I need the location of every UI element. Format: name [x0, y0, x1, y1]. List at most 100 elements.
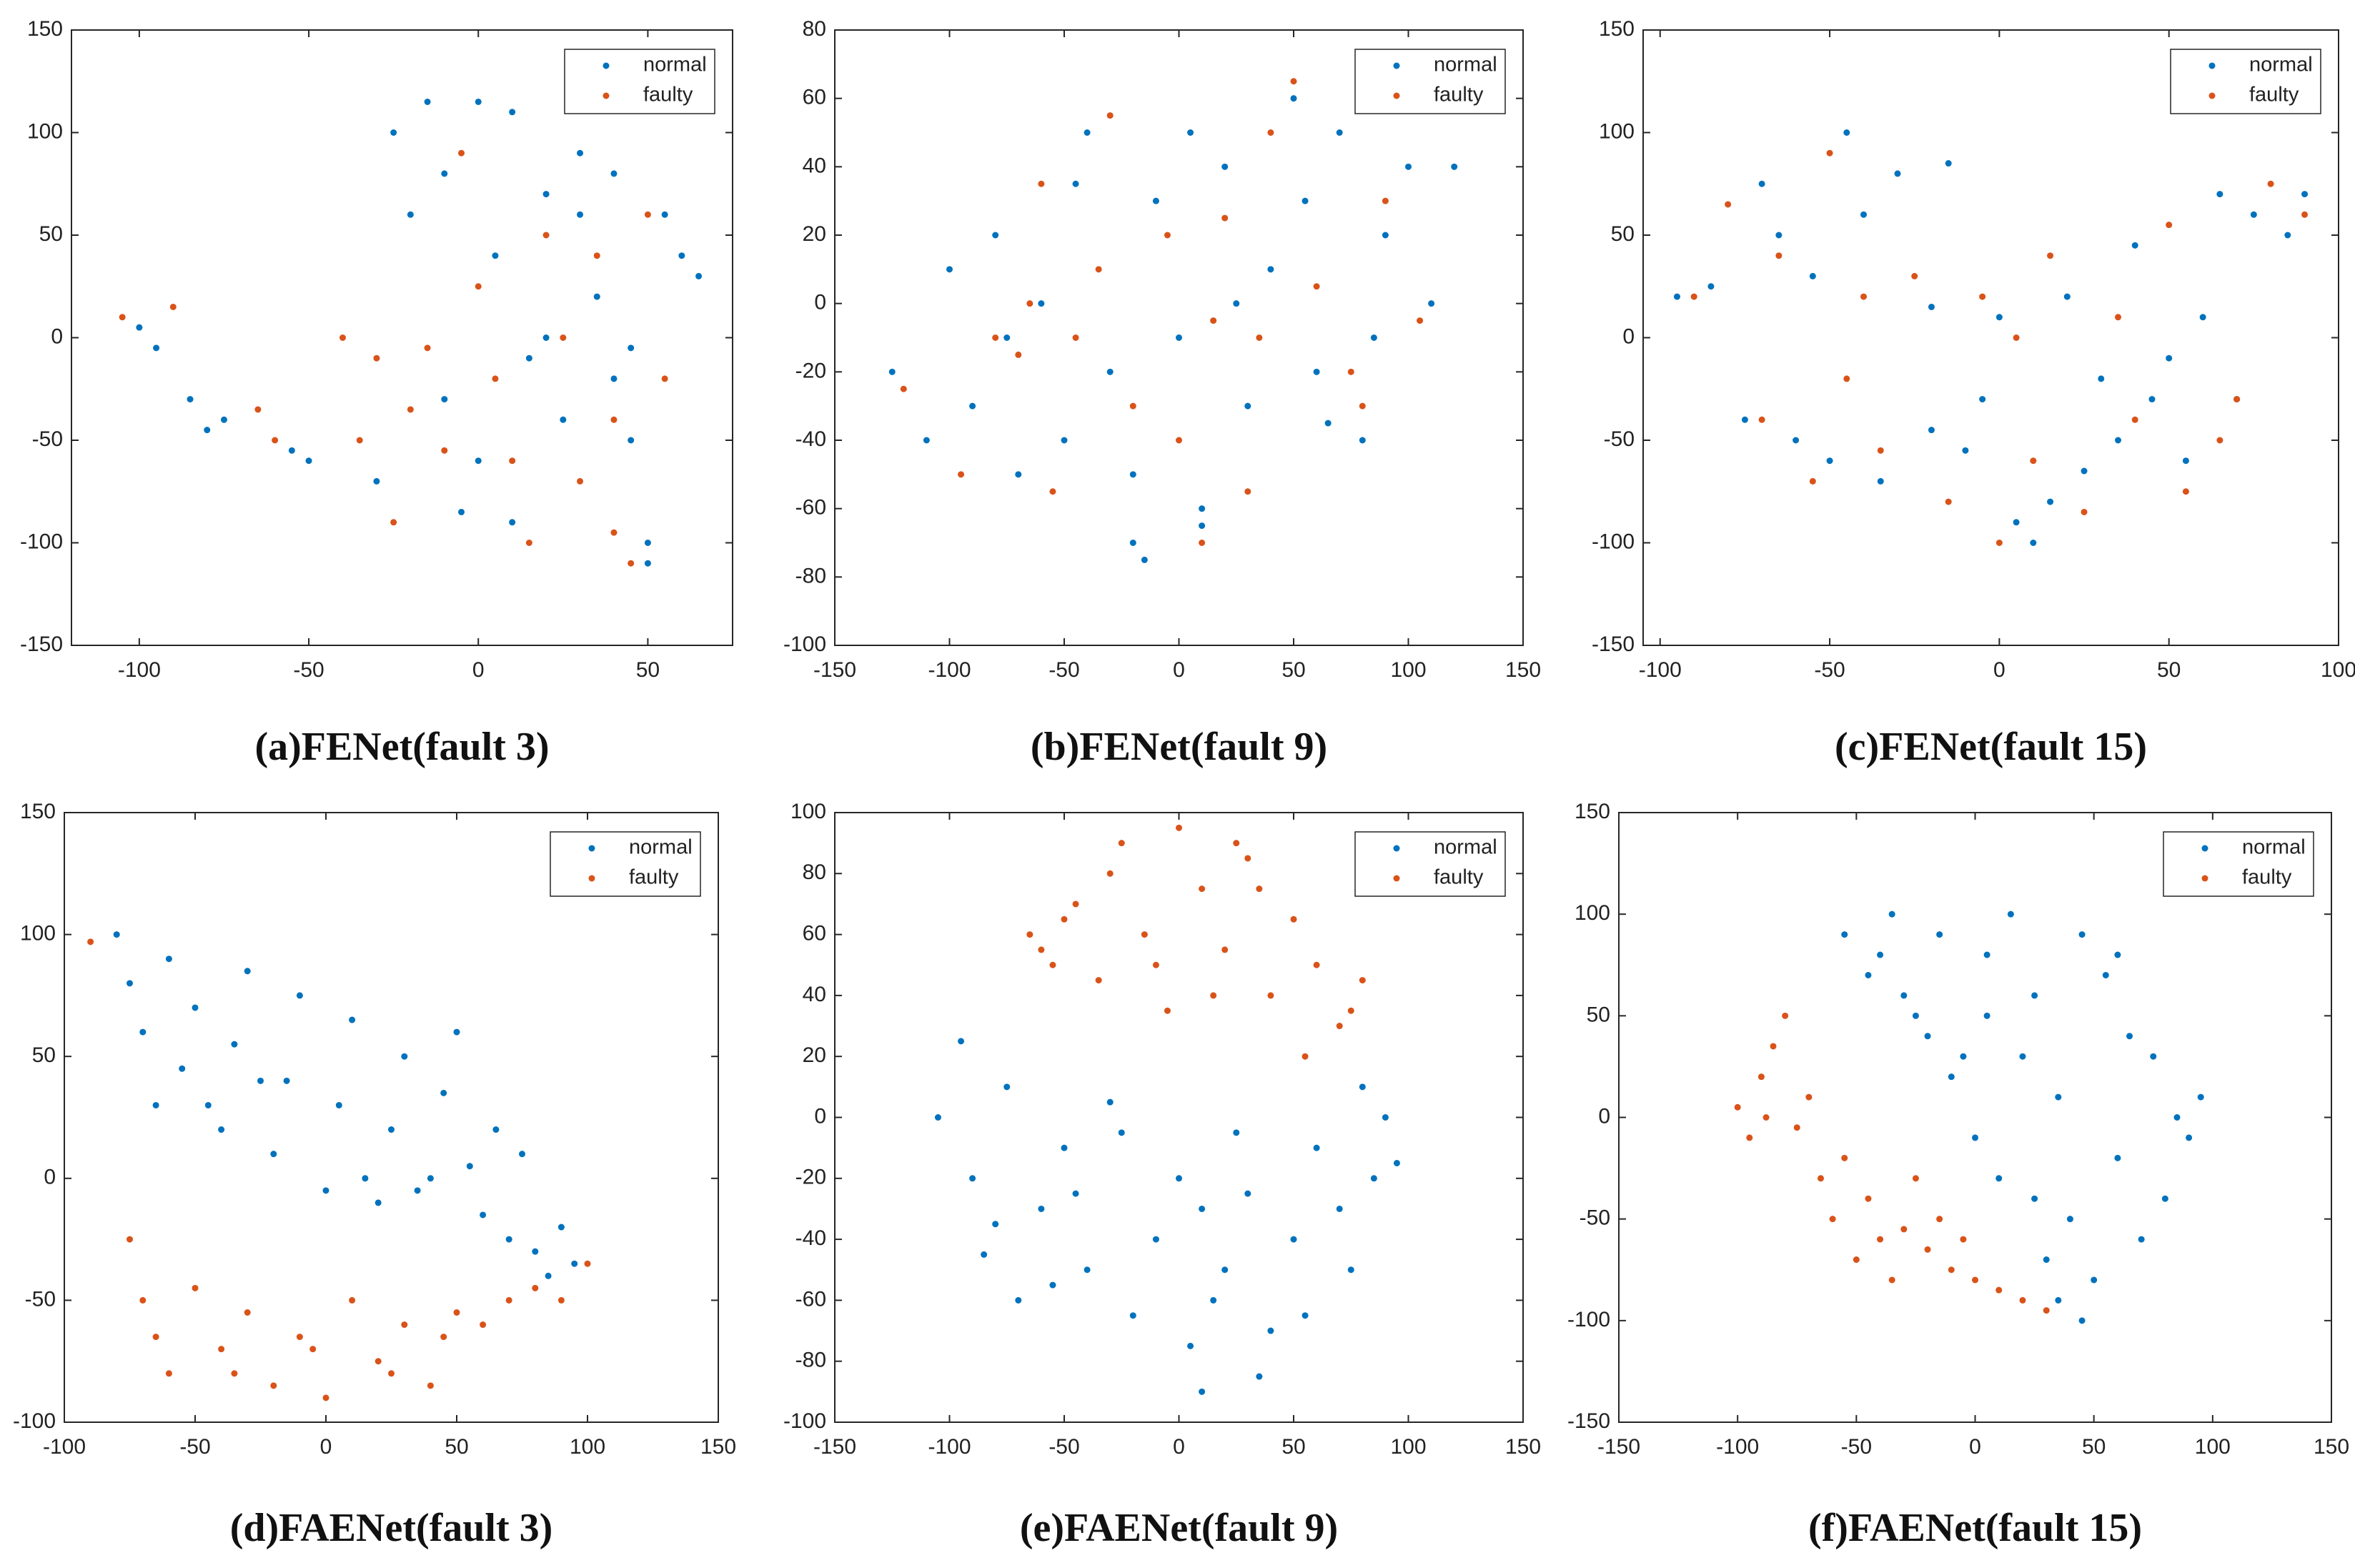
- x-tick-label: 50: [636, 658, 660, 682]
- point: [1888, 910, 1895, 918]
- point: [1417, 317, 1424, 324]
- point: [1095, 266, 1102, 273]
- y-tick-label: -150: [1592, 632, 1635, 656]
- point: [1302, 197, 1309, 204]
- point: [2091, 1276, 2098, 1284]
- point: [1256, 1373, 1263, 1380]
- y-tick-label: 20: [803, 1043, 826, 1067]
- point: [1199, 1388, 1206, 1395]
- y-tick-label: 50: [1611, 222, 1635, 246]
- point: [2078, 1317, 2086, 1324]
- y-tick-label: -50: [1604, 427, 1635, 451]
- point: [296, 1334, 303, 1341]
- point: [2098, 375, 2105, 382]
- point: [1290, 916, 1297, 923]
- legend-label: normal: [629, 836, 693, 859]
- point: [1911, 272, 1918, 279]
- plot-area: [834, 812, 1524, 1423]
- point: [1313, 368, 1320, 375]
- plot-area: [1642, 29, 2339, 646]
- point: [1900, 992, 1908, 999]
- point: [1267, 992, 1274, 999]
- point: [1199, 522, 1206, 530]
- point: [2197, 1093, 2204, 1101]
- point: [424, 344, 431, 352]
- point: [244, 1309, 251, 1316]
- point: [969, 1175, 976, 1182]
- caption: (a)FENet(fault 3): [254, 725, 549, 769]
- point: [2138, 1236, 2145, 1243]
- y-tick-label: 60: [803, 86, 826, 109]
- y-tick-label: -100: [783, 1409, 826, 1433]
- point: [1865, 971, 1872, 978]
- point: [2047, 252, 2054, 259]
- point: [1770, 1043, 1777, 1050]
- point: [934, 1114, 941, 1121]
- point: [1061, 437, 1068, 444]
- point: [1015, 1296, 1022, 1304]
- point: [2043, 1256, 2050, 1264]
- point: [2066, 1216, 2073, 1223]
- point: [1210, 992, 1217, 999]
- legend-label: normal: [2242, 836, 2306, 859]
- point: [1106, 368, 1114, 375]
- point: [2148, 396, 2156, 403]
- point: [1826, 457, 1833, 465]
- point: [992, 1221, 999, 1228]
- x-tick-label: 150: [1505, 658, 1541, 682]
- point: [270, 1382, 277, 1389]
- point: [139, 1296, 147, 1304]
- legend-box: [2163, 831, 2314, 897]
- point: [2055, 1296, 2062, 1304]
- x-tick-label: -100: [1716, 1435, 1759, 1459]
- point: [414, 1187, 421, 1194]
- point: [1152, 1236, 1159, 1243]
- point: [136, 324, 143, 331]
- point: [1118, 840, 1125, 847]
- x-tick-label: 50: [1281, 658, 1305, 682]
- point: [557, 1224, 565, 1231]
- point: [1359, 437, 1366, 444]
- x-tick-label: 50: [2082, 1435, 2106, 1459]
- point: [1853, 1256, 1860, 1264]
- point: [1199, 540, 1206, 546]
- y-tick-label: 0: [1622, 324, 1635, 348]
- x-tick-label: -50: [1048, 1435, 1079, 1459]
- x-tick-label: 0: [1993, 658, 2006, 682]
- point: [375, 1358, 382, 1365]
- point: [1928, 427, 1935, 434]
- x-tick-label: 0: [320, 1435, 332, 1459]
- point: [1983, 951, 1990, 958]
- point: [1164, 1007, 1171, 1014]
- point: [1072, 180, 1079, 187]
- point: [2030, 540, 2037, 546]
- point: [218, 1126, 225, 1133]
- legend-marker: [1393, 845, 1400, 852]
- legend-marker: [1393, 92, 1400, 99]
- x-tick-label: -50: [179, 1435, 210, 1459]
- point: [1972, 1134, 1978, 1141]
- point: [1912, 1012, 1919, 1019]
- legend-marker: [603, 62, 610, 69]
- point: [165, 1370, 172, 1377]
- y-tick-label: 50: [39, 222, 63, 246]
- point: [1129, 471, 1136, 478]
- point: [1924, 1033, 1931, 1040]
- point: [1084, 129, 1091, 136]
- point: [2199, 314, 2206, 321]
- point: [1199, 505, 1206, 512]
- y-tick-label: -80: [795, 564, 826, 587]
- point: [139, 1028, 147, 1036]
- point: [1072, 900, 1079, 908]
- legend-marker: [588, 875, 595, 882]
- x-tick-label: 0: [472, 658, 485, 682]
- legend-marker: [603, 92, 610, 99]
- point: [1244, 855, 1251, 862]
- point: [1164, 232, 1171, 239]
- point: [1290, 1236, 1297, 1243]
- point: [349, 1296, 356, 1304]
- point: [2250, 211, 2257, 218]
- point: [1233, 840, 1240, 847]
- point: [407, 406, 414, 413]
- point: [424, 98, 431, 105]
